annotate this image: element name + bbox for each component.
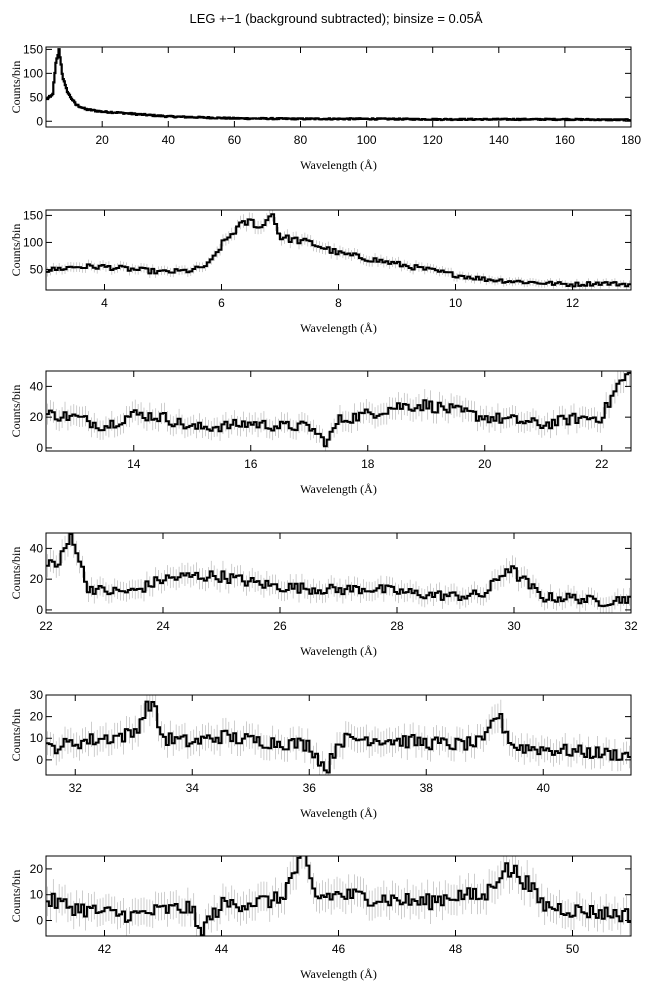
x-tick-label: 32 [69, 781, 83, 795]
x-tick-label: 48 [449, 942, 463, 956]
figure-title: LEG +−1 (background subtracted); binsize… [189, 11, 482, 26]
x-tick-label: 38 [420, 781, 434, 795]
plot-frame [45, 46, 632, 128]
y-axis-label: Counts/bin [9, 870, 23, 923]
x-tick-label: 16 [244, 457, 258, 471]
x-tick-label: 34 [186, 781, 200, 795]
panel-5: 32 34 36 38 40 0 10 20 30 Wavelength (Å) Counts/bi… [9, 688, 632, 820]
panels-group: 20 40 60 80 100 120 140 160 180050100150Waveleng… [9, 42, 641, 981]
panel-6-data [46, 856, 631, 936]
y-tick-label: 0 [36, 753, 43, 767]
y-tick-label: 100 [23, 66, 43, 80]
x-tick-label: 40 [162, 133, 176, 147]
plot-frame [45, 532, 632, 614]
plot-frame [45, 370, 632, 452]
x-tick-label: 18 [361, 457, 375, 471]
spectrum-line [46, 213, 631, 288]
y-tick-label: 20 [30, 572, 44, 586]
x-tick-label: 14 [127, 457, 141, 471]
panel-6: 42 44 46 48 50 0 10 20 Wavelength (Å) Counts/bin [9, 855, 632, 981]
plot-frame [45, 694, 632, 776]
panel-4-data [46, 533, 631, 613]
x-tick-label: 36 [303, 781, 317, 795]
y-tick-label: 0 [36, 114, 43, 128]
panel-1-data [46, 48, 631, 122]
x-tick-label: 22 [39, 619, 53, 633]
x-tick-label: 32 [624, 619, 638, 633]
plot-frame [45, 209, 632, 291]
spectrum-line [46, 533, 631, 608]
y-tick-label: 0 [36, 603, 43, 617]
x-tick-label: 12 [566, 296, 580, 310]
y-axis-label: Counts/bin [9, 385, 23, 438]
y-tick-label: 150 [23, 42, 43, 56]
y-axis-label: Counts/bin [9, 709, 23, 762]
x-tick-label: 42 [98, 942, 112, 956]
panel-2: 4 6 8 10 12 50 100 150 Wavelength (Å) Counts/bin [9, 208, 632, 335]
x-tick-label: 100 [357, 133, 377, 147]
y-axis-label: Counts/bin [9, 547, 23, 600]
x-tick-label: 140 [489, 133, 509, 147]
y-tick-label: 10 [30, 888, 44, 902]
panel-2-data [46, 210, 631, 290]
x-tick-label: 60 [228, 133, 242, 147]
y-tick-label: 40 [30, 379, 44, 393]
x-tick-label: 44 [215, 942, 229, 956]
panel-3: 14 16 18 20 22 0 20 40 Wavelength (Å) Counts/bin [9, 370, 632, 496]
panel-5-data [46, 695, 631, 775]
x-tick-label: 46 [332, 942, 346, 956]
y-axis-label: Counts/bin [9, 61, 23, 114]
x-tick-label: 10 [449, 296, 463, 310]
panel-4: 22 24 26 28 30 32 0 20 40 Wavelength (Å) Counts/bi… [9, 532, 638, 658]
y-tick-label: 20 [30, 862, 44, 876]
plot-frame [45, 855, 632, 937]
x-tick-label: 20 [478, 457, 492, 471]
y-tick-label: 20 [30, 710, 44, 724]
x-axis-label: Wavelength (Å) [300, 158, 377, 172]
x-tick-label: 24 [156, 619, 170, 633]
x-tick-label: 20 [96, 133, 110, 147]
x-tick-label: 28 [390, 619, 404, 633]
y-tick-label: 40 [30, 541, 44, 555]
spectrum-line [46, 856, 631, 936]
x-tick-label: 30 [507, 619, 521, 633]
x-tick-label: 80 [294, 133, 308, 147]
y-tick-label: 100 [23, 235, 43, 249]
x-axis-label: Wavelength (Å) [300, 806, 377, 820]
x-tick-label: 120 [423, 133, 443, 147]
y-tick-label: 20 [30, 410, 44, 424]
y-tick-label: 50 [30, 90, 44, 104]
x-tick-label: 26 [273, 619, 287, 633]
x-tick-label: 50 [566, 942, 580, 956]
x-tick-label: 4 [101, 296, 108, 310]
y-tick-label: 50 [30, 262, 44, 276]
x-axis-label: Wavelength (Å) [300, 967, 377, 981]
panel-3-data [46, 371, 631, 451]
panel-1: 20 40 60 80 100 120 140 160 180 0 50 100 150 Waveleng… [9, 42, 641, 172]
x-tick-label: 22 [595, 457, 609, 471]
x-tick-label: 40 [537, 781, 551, 795]
spectrum-line [46, 48, 631, 122]
y-tick-label: 0 [36, 441, 43, 455]
y-tick-label: 0 [36, 914, 43, 928]
spectrum-line [46, 371, 631, 448]
y-tick-label: 10 [30, 731, 44, 745]
x-tick-label: 8 [335, 296, 342, 310]
x-tick-label: 160 [555, 133, 575, 147]
x-axis-label: Wavelength (Å) [300, 321, 377, 335]
y-tick-label: 30 [30, 688, 44, 702]
x-axis-label: Wavelength (Å) [300, 482, 377, 496]
x-tick-label: 180 [621, 133, 641, 147]
y-tick-label: 150 [23, 208, 43, 222]
x-tick-label: 6 [218, 296, 225, 310]
y-axis-label: Counts/bin [9, 224, 23, 277]
spectrum-line [46, 700, 631, 774]
x-axis-label: Wavelength (Å) [300, 644, 377, 658]
